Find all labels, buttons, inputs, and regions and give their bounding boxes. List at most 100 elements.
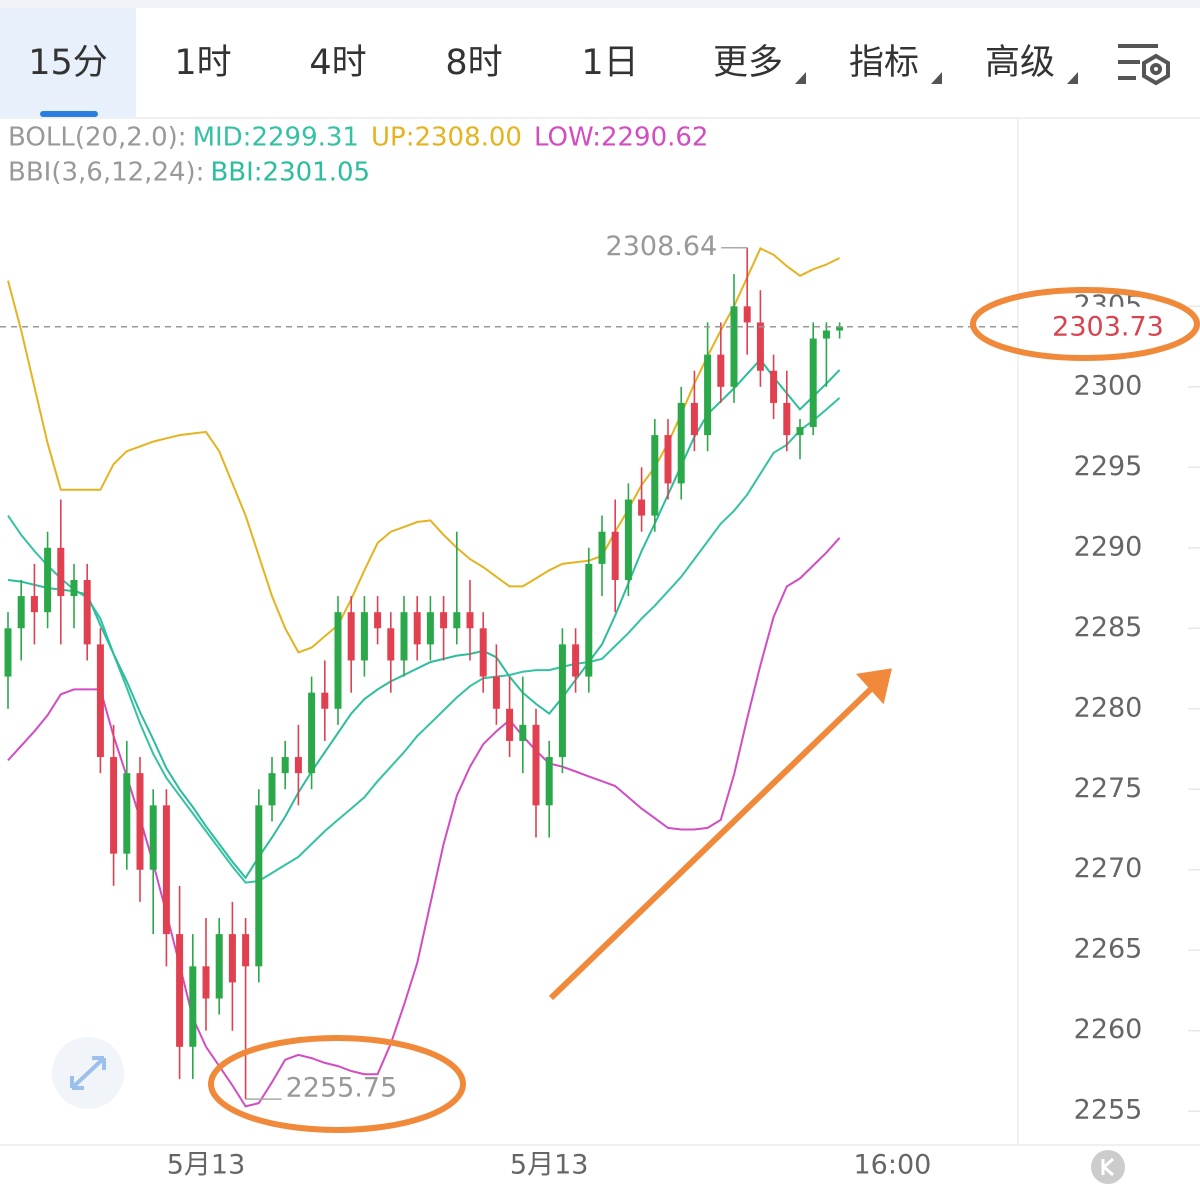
high-label: 2308.64 xyxy=(606,231,718,262)
toolbar-tab[interactable]: 更多 xyxy=(713,43,783,83)
candle-body xyxy=(730,306,738,387)
x-tick-label: 16:00 xyxy=(853,1150,931,1181)
y-tick-label: 2285 xyxy=(1074,612,1143,643)
candle-body xyxy=(611,531,619,580)
y-tick-label: 2260 xyxy=(1074,1014,1143,1045)
candle-body xyxy=(44,547,52,613)
candle-body xyxy=(743,306,751,323)
candle-body xyxy=(255,805,263,967)
candle-body xyxy=(400,612,408,661)
candle-body xyxy=(638,499,646,516)
candle-body xyxy=(30,596,38,613)
settings-icon[interactable] xyxy=(1118,44,1170,86)
candle-body xyxy=(651,435,659,516)
candle-body xyxy=(83,579,91,645)
x-tick-label: 5月13 xyxy=(167,1150,246,1181)
candle-body xyxy=(268,773,276,806)
candle-body xyxy=(176,934,184,1047)
candle-body xyxy=(387,628,395,661)
candle-body xyxy=(426,612,434,645)
indicator-line xyxy=(7,397,841,884)
candle-body xyxy=(334,612,342,709)
candle-body xyxy=(585,563,593,677)
candle-body xyxy=(572,644,580,677)
candle-body xyxy=(57,547,65,597)
candle-body xyxy=(796,427,804,436)
candle-body xyxy=(189,966,197,1047)
active-tab-indicator xyxy=(40,111,98,117)
y-tick-label: 2275 xyxy=(1074,773,1143,804)
candle-body xyxy=(374,612,382,629)
candle-body xyxy=(228,934,236,983)
candle-body xyxy=(70,579,78,597)
candle-body xyxy=(96,644,104,758)
candle-body xyxy=(215,934,223,999)
candle-body xyxy=(413,612,421,645)
top-strip xyxy=(0,0,1200,8)
candle-body xyxy=(440,612,448,629)
toolbar-tab[interactable]: 高级 xyxy=(985,43,1055,83)
indicator-label: BOLL(20,2.0): xyxy=(8,123,187,153)
candle-body xyxy=(558,644,566,758)
legend-name: BBI: xyxy=(210,158,262,188)
indicator-line xyxy=(7,537,841,1108)
low-label: 2255.75 xyxy=(286,1073,398,1104)
active-tab-bg xyxy=(0,8,136,118)
candle-body xyxy=(664,435,672,484)
legend-name: UP: xyxy=(371,123,414,153)
y-tick-label: 2270 xyxy=(1074,853,1143,884)
candle-body xyxy=(136,773,144,870)
candle-body xyxy=(110,757,118,854)
y-tick-label: 2255 xyxy=(1074,1095,1143,1126)
candle-body xyxy=(545,757,553,806)
candle-body xyxy=(677,402,685,484)
toolbar-tab[interactable]: 1时 xyxy=(174,43,231,83)
y-tick-label: 2290 xyxy=(1074,531,1143,562)
x-tick-label: 5月13 xyxy=(510,1150,589,1181)
legend-value: 2308.00 xyxy=(414,123,522,153)
candle-body xyxy=(624,499,632,580)
candle-body xyxy=(492,676,500,709)
legend-value: 2301.05 xyxy=(263,158,371,188)
legend-value: 2290.62 xyxy=(601,123,709,153)
candle-body xyxy=(756,322,764,371)
y-tick-label: 2280 xyxy=(1074,692,1143,723)
candle-body xyxy=(162,805,170,935)
candle-body xyxy=(532,724,540,806)
candle-body xyxy=(770,370,778,403)
k-button[interactable] xyxy=(1091,1150,1125,1184)
toolbar-tab[interactable]: 15分 xyxy=(28,43,108,83)
candle-body xyxy=(123,773,131,854)
candle-body xyxy=(717,354,725,387)
candle-body xyxy=(294,757,302,774)
candle-body xyxy=(809,338,817,428)
candle-body xyxy=(466,612,474,629)
candle-body xyxy=(836,326,844,331)
candle-body xyxy=(202,966,210,999)
candle-body xyxy=(281,757,289,774)
candle-body xyxy=(506,708,514,741)
indicator-line xyxy=(7,357,841,880)
candle-body xyxy=(4,628,12,677)
last-price-box xyxy=(1020,306,1192,347)
expand-button[interactable] xyxy=(52,1037,124,1109)
candle-body xyxy=(704,354,712,436)
y-tick-label: 2300 xyxy=(1074,370,1143,401)
orange-annotations xyxy=(208,287,1200,1133)
indicator-label: BBI(3,6,12,24): xyxy=(8,158,204,188)
candle-body xyxy=(242,934,250,967)
candle-body xyxy=(479,628,487,677)
toolbar-tab[interactable]: 8时 xyxy=(445,43,502,83)
candle-body xyxy=(347,612,355,661)
candle-body xyxy=(308,692,316,774)
candle-body xyxy=(453,612,461,629)
toolbar-tab[interactable]: 1日 xyxy=(581,43,638,83)
indicator-line xyxy=(7,247,841,654)
candle-body xyxy=(360,612,368,661)
legend-name: MID: xyxy=(193,123,252,153)
toolbar-tab[interactable]: 指标 xyxy=(849,43,919,83)
toolbar-tab[interactable]: 4时 xyxy=(309,43,366,83)
y-tick-label: 2265 xyxy=(1074,934,1143,965)
